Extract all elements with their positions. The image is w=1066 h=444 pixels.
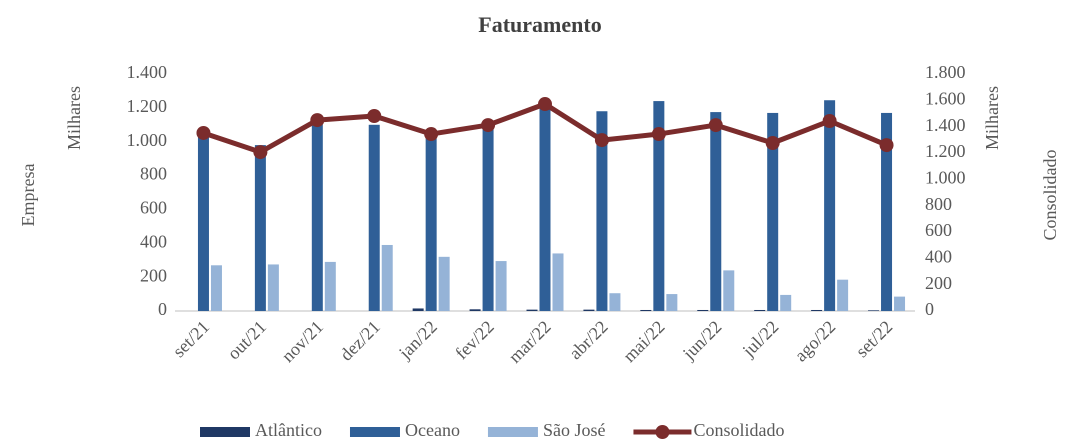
y2-tick-label: 0 (925, 299, 934, 319)
line-marker (822, 114, 837, 129)
line-marker (424, 127, 439, 142)
line-marker (481, 118, 496, 133)
bar (438, 256, 450, 311)
line-marker (538, 97, 552, 112)
x-tick-label: mar/22 (505, 317, 555, 367)
bar (368, 124, 380, 312)
line-marker (367, 109, 382, 124)
y2-tick-label: 1.800 (925, 62, 966, 82)
bar (482, 124, 494, 312)
y2-axis-title: Consolidado (1040, 149, 1060, 240)
legend-swatch (349, 427, 400, 437)
x-tick-label: ago/22 (791, 317, 840, 366)
y-tick-label: 400 (140, 231, 167, 251)
chart-title: Faturamento (478, 12, 601, 37)
legend-label: Atlântico (255, 420, 322, 440)
bar (596, 111, 608, 311)
bar (609, 293, 621, 311)
legend-swatch (487, 427, 538, 437)
bar (311, 119, 323, 311)
bar (767, 112, 779, 311)
y2-tick-label: 200 (925, 273, 952, 293)
bar (811, 309, 823, 311)
bar (526, 309, 538, 311)
y-axis-unit: Milhares (64, 86, 84, 150)
y2-tick-label: 400 (925, 246, 952, 266)
y-tick-label: 600 (140, 198, 167, 218)
bar (552, 253, 564, 311)
bar (653, 101, 665, 311)
y-axis-title: Empresa (18, 164, 38, 227)
bar (210, 265, 222, 311)
bar (754, 309, 766, 311)
y2-tick-label: 1.400 (925, 115, 966, 135)
y2-axis-unit: Milhares (982, 86, 1002, 150)
bar (495, 261, 507, 311)
x-tick-label: set/21 (169, 317, 214, 362)
line-marker (594, 133, 609, 148)
line-marker (253, 145, 268, 160)
bar (894, 296, 906, 311)
y-tick-label: 800 (140, 164, 167, 184)
line-marker (708, 118, 723, 133)
line-marker (879, 138, 894, 153)
line-marker (651, 127, 666, 142)
x-tick-label: jun/22 (678, 317, 725, 364)
bar (425, 131, 437, 311)
x-tick-label: jan/22 (394, 317, 441, 364)
bar (539, 104, 551, 311)
bar (780, 294, 792, 311)
bar (583, 309, 595, 311)
x-tick-label: jul/22 (738, 317, 783, 362)
legend-label: Oceano (405, 420, 460, 440)
x-tick-label: fev/22 (451, 317, 498, 364)
y-tick-label: 1.000 (127, 130, 168, 150)
x-tick-label: mai/22 (619, 317, 668, 366)
x-tick-label: nov/21 (278, 317, 328, 367)
x-tick-label: dez/21 (336, 317, 384, 365)
y2-tick-label: 800 (925, 194, 952, 214)
bar (267, 264, 279, 311)
y-tick-label: 200 (140, 265, 167, 285)
bar (881, 112, 893, 311)
y2-tick-label: 1.000 (925, 167, 966, 187)
line-marker (765, 135, 780, 150)
bar (469, 309, 481, 311)
bar (723, 270, 735, 311)
y2-tick-label: 1.600 (925, 88, 966, 108)
y-tick-label: 0 (158, 299, 167, 319)
x-tick-label: abr/22 (565, 317, 612, 364)
bar (837, 279, 849, 311)
y-tick-label: 1.200 (127, 96, 168, 116)
bar (324, 261, 336, 311)
y-tick-label: 1.400 (127, 62, 168, 82)
bar (197, 131, 209, 311)
line-marker (310, 113, 325, 128)
bar (824, 100, 836, 311)
bar (640, 309, 652, 311)
legend-swatch (200, 427, 250, 437)
legend-label: São José (543, 420, 606, 440)
x-tick-label: out/21 (223, 317, 270, 364)
bar (666, 294, 678, 311)
legend-label: Consolidado (693, 420, 784, 440)
bar (381, 244, 393, 311)
bar (412, 308, 424, 311)
legend-swatch (655, 425, 670, 439)
x-tick-label: set/22 (852, 317, 897, 362)
y2-tick-label: 1.200 (925, 141, 966, 161)
bar (868, 310, 880, 311)
y2-tick-label: 600 (925, 220, 952, 240)
bar (254, 145, 266, 311)
bar (710, 112, 722, 311)
line-marker (196, 125, 211, 140)
bar (697, 309, 709, 311)
